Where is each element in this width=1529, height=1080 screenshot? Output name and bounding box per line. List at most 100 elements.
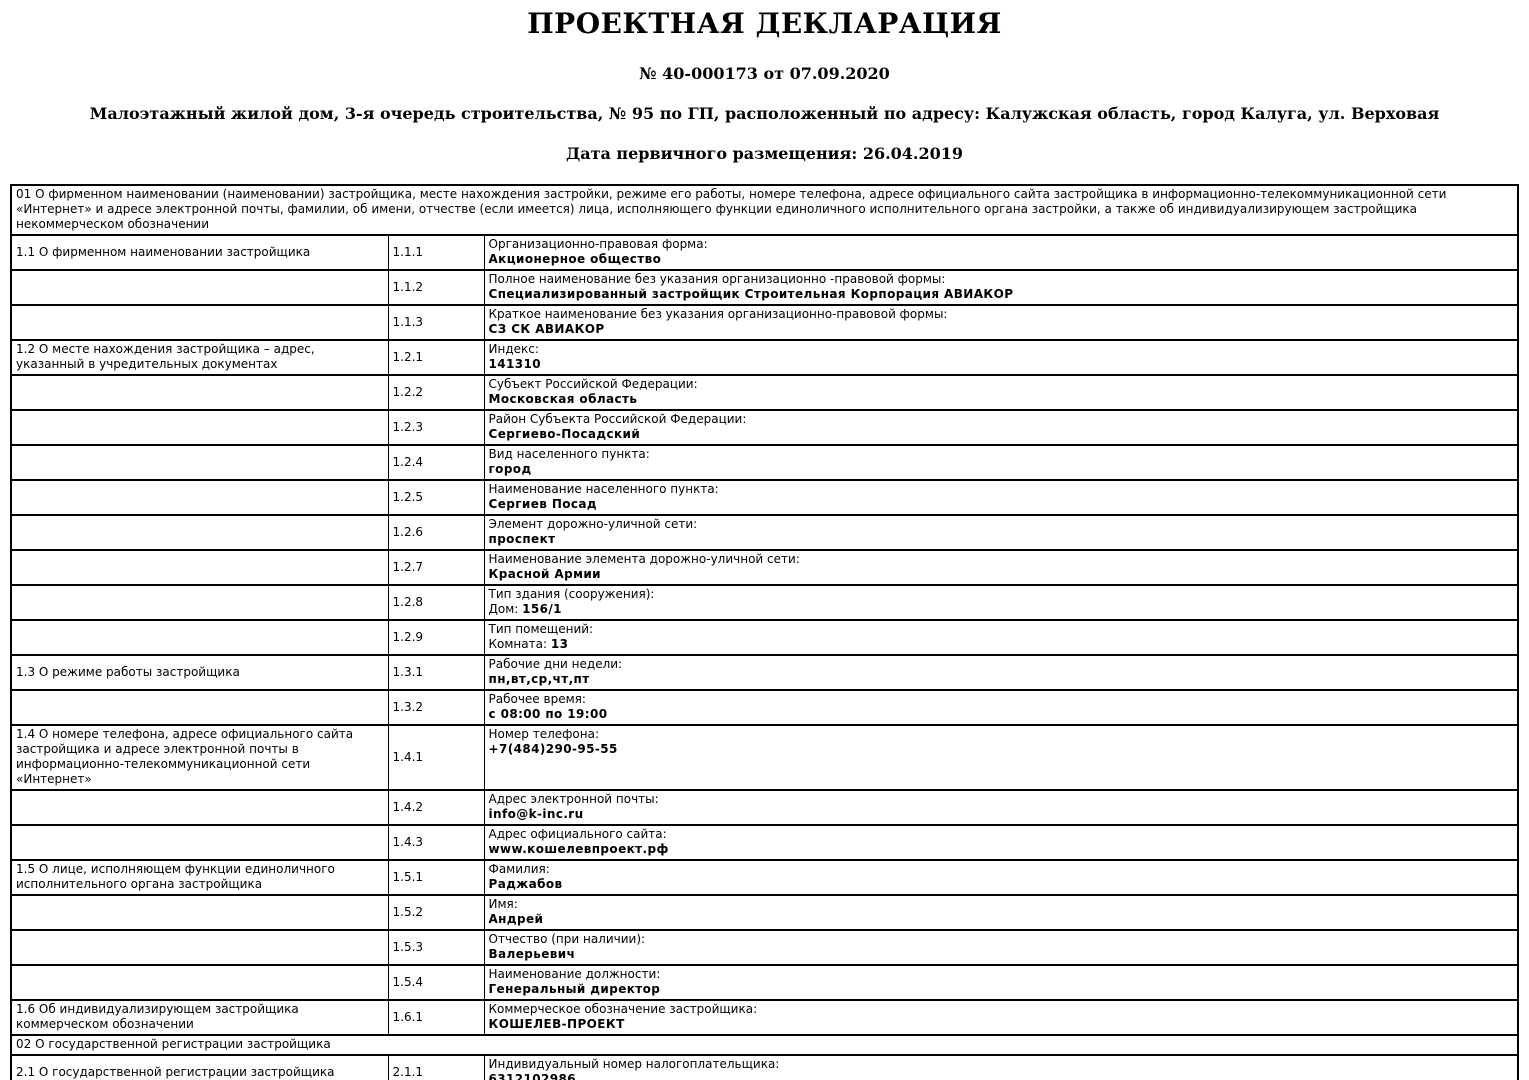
field-value-line: 141310 [489, 357, 1514, 372]
field-cell: Вид населенного пункта: город [483, 444, 1519, 481]
data-row: 2.1 О государственной регистрации застро… [10, 1054, 1519, 1080]
field-cell: Наименование должности: Генеральный дирек… [483, 964, 1519, 1001]
placement-date: Дата первичного размещения: 26.04.2019 [565, 144, 964, 163]
field-cell: Наименование населенного пункта: Сергиев … [483, 479, 1519, 516]
section-header-text: 02 О государственной регистрации застрой… [10, 1034, 1519, 1056]
data-row: 1.2.8 Тип здания (сооружения): Дом: 156/1 [10, 584, 1519, 621]
field-label: Элемент дорожно-уличной сети: [488, 517, 698, 531]
field-value: +7(484)290-95-55 [488, 742, 618, 756]
field-value-line: Генеральный директор [489, 982, 1514, 997]
section-header-text: 01 О фирменном наименовании (наименовани… [10, 184, 1519, 236]
field-cell: Адрес электронной почты: info@k-inc.ru [483, 789, 1519, 826]
field-value-line: Московская область [489, 392, 1514, 407]
field-label: Наименование должности: [488, 967, 661, 981]
document-header: ПРОЕКТНАЯ ДЕКЛАРАЦИЯ № 40-000173 от 07.0… [0, 0, 1529, 164]
data-row: 1.2.9 Тип помещений: Комната: 13 [10, 619, 1519, 656]
row-number-cell: 1.3.2 [387, 689, 485, 726]
field-label: Номер телефона: [488, 727, 600, 741]
group-label-cell: 1.3 О режиме работы застройщика [10, 654, 389, 691]
field-value-line: Раджабов [489, 877, 1514, 892]
group-label-cell [10, 444, 389, 481]
field-label: Субъект Российской Федерации: [488, 377, 698, 391]
field-value-line: info@k-inc.ru [489, 807, 1514, 822]
data-row: 1.4.2 Адрес электронной почты: info@k-inc.… [10, 789, 1519, 826]
field-cell: Коммерческое обозначение застройщика: КОШ… [483, 999, 1519, 1036]
row-number-cell: 1.2.5 [387, 479, 485, 516]
row-number-cell: 1.2.8 [387, 584, 485, 621]
row-number-cell: 1.6.1 [387, 999, 485, 1036]
group-label-cell [10, 374, 389, 411]
row-number-cell: 1.4.1 [387, 724, 485, 791]
data-row: 1.1.2 Полное наименование без указания ор… [10, 269, 1519, 306]
group-label-cell: 1.2 О месте нахождения застройщика – адр… [10, 339, 389, 376]
section-header-row: 01 О фирменном наименовании (наименовани… [10, 184, 1519, 236]
row-number-cell: 1.2.3 [387, 409, 485, 446]
data-row: 1.6 Об индивидуализирующем застройщика к… [10, 999, 1519, 1036]
data-row: 1.5.2 Имя: Андрей [10, 894, 1519, 931]
field-cell: Краткое наименование без указания органи… [483, 304, 1519, 341]
field-value-line: 6312102986 [489, 1072, 1514, 1080]
field-value-line: Комната: 13 [489, 637, 1514, 652]
field-label: Коммерческое обозначение застройщика: [488, 1002, 758, 1016]
field-value: Генеральный директор [488, 982, 661, 996]
group-label-cell [10, 929, 389, 966]
field-label: Фамилия: [488, 862, 550, 876]
data-row: 1.4 О номере телефона, адресе официально… [10, 724, 1519, 791]
row-number-cell: 2.1.1 [387, 1054, 485, 1080]
group-label-cell [10, 549, 389, 586]
field-cell: Элемент дорожно-уличной сети: проспект [483, 514, 1519, 551]
field-value-line: Сергиево-Посадский [489, 427, 1514, 442]
row-number-cell: 1.1.1 [387, 234, 485, 271]
field-value: Специализированный застройщик Строительн… [488, 287, 1014, 301]
declaration-table: 01 О фирменном наименовании (наименовани… [10, 184, 1519, 1080]
field-cell: Полное наименование без указания организ… [483, 269, 1519, 306]
field-cell: Номер телефона: +7(484)290-95-55 [483, 724, 1519, 791]
field-value-line: +7(484)290-95-55 [489, 742, 1514, 757]
group-label-cell: 1.4 О номере телефона, адресе официально… [10, 724, 389, 791]
group-label-cell [10, 409, 389, 446]
field-value: Раджабов [488, 877, 563, 891]
field-label: Район Субъекта Российской Федерации: [488, 412, 747, 426]
data-row: 1.2.7 Наименование элемента дорожно-уличн… [10, 549, 1519, 586]
field-label: Индекс: [488, 342, 539, 356]
row-number-cell: 1.2.4 [387, 444, 485, 481]
data-row: 1.2.5 Наименование населенного пункта: Сер… [10, 479, 1519, 516]
data-row: 1.3.2 Рабочее время: с 08:00 по 19:00 [10, 689, 1519, 726]
field-value: с 08:00 по 19:00 [488, 707, 608, 721]
data-row: 1.2.3 Район Субъекта Российской Федерации… [10, 409, 1519, 446]
group-label-cell [10, 824, 389, 861]
field-cell: Адрес официального сайта: www.кошелевпрое… [483, 824, 1519, 861]
data-row: 1.5.4 Наименование должности: Генеральный … [10, 964, 1519, 1001]
data-row: 1.2.6 Элемент дорожно-уличной сети: проспе… [10, 514, 1519, 551]
row-number-cell: 1.2.2 [387, 374, 485, 411]
field-value: СЗ СК АВИАКОР [488, 322, 605, 336]
field-cell: Отчество (при наличии): Валерьевич [483, 929, 1519, 966]
field-value: Сергиев Посад [488, 497, 598, 511]
field-value-line: Сергиев Посад [489, 497, 1514, 512]
field-value: www.кошелевпроект.рф [488, 842, 669, 856]
field-value-line: город [489, 462, 1514, 477]
field-value: Валерьевич [488, 947, 576, 961]
field-value-line: Дом: 156/1 [489, 602, 1514, 617]
row-number-cell: 1.4.3 [387, 824, 485, 861]
group-label-cell [10, 789, 389, 826]
row-number-cell: 1.1.2 [387, 269, 485, 306]
declaration-number: № 40-000173 от 07.09.2020 [639, 64, 890, 83]
field-value-line: Красной Армии [489, 567, 1514, 582]
data-row: 1.1 О фирменном наименовании застройщика… [10, 234, 1519, 271]
field-cell: Район Субъекта Российской Федерации: Серг… [483, 409, 1519, 446]
row-number-cell: 1.2.7 [387, 549, 485, 586]
object-description: Малоэтажный жилой дом, 3-я очередь строи… [89, 104, 1440, 123]
field-value-line: КОШЕЛЕВ-ПРОЕКТ [489, 1017, 1514, 1032]
row-number-cell: 1.5.3 [387, 929, 485, 966]
row-number-cell: 1.2.9 [387, 619, 485, 656]
field-cell: Имя: Андрей [483, 894, 1519, 931]
row-number-cell: 1.5.1 [387, 859, 485, 896]
field-value: пн,вт,ср,чт,пт [488, 672, 590, 686]
data-row: 1.5 О лице, исполняющем функции единолич… [10, 859, 1519, 896]
group-label-cell: 1.5 О лице, исполняющем функции единолич… [10, 859, 389, 896]
field-label: Краткое наименование без указания органи… [488, 307, 948, 321]
row-number-cell: 1.2.6 [387, 514, 485, 551]
field-value: 141310 [488, 357, 541, 371]
field-value-prefix: Комната: [488, 637, 551, 651]
